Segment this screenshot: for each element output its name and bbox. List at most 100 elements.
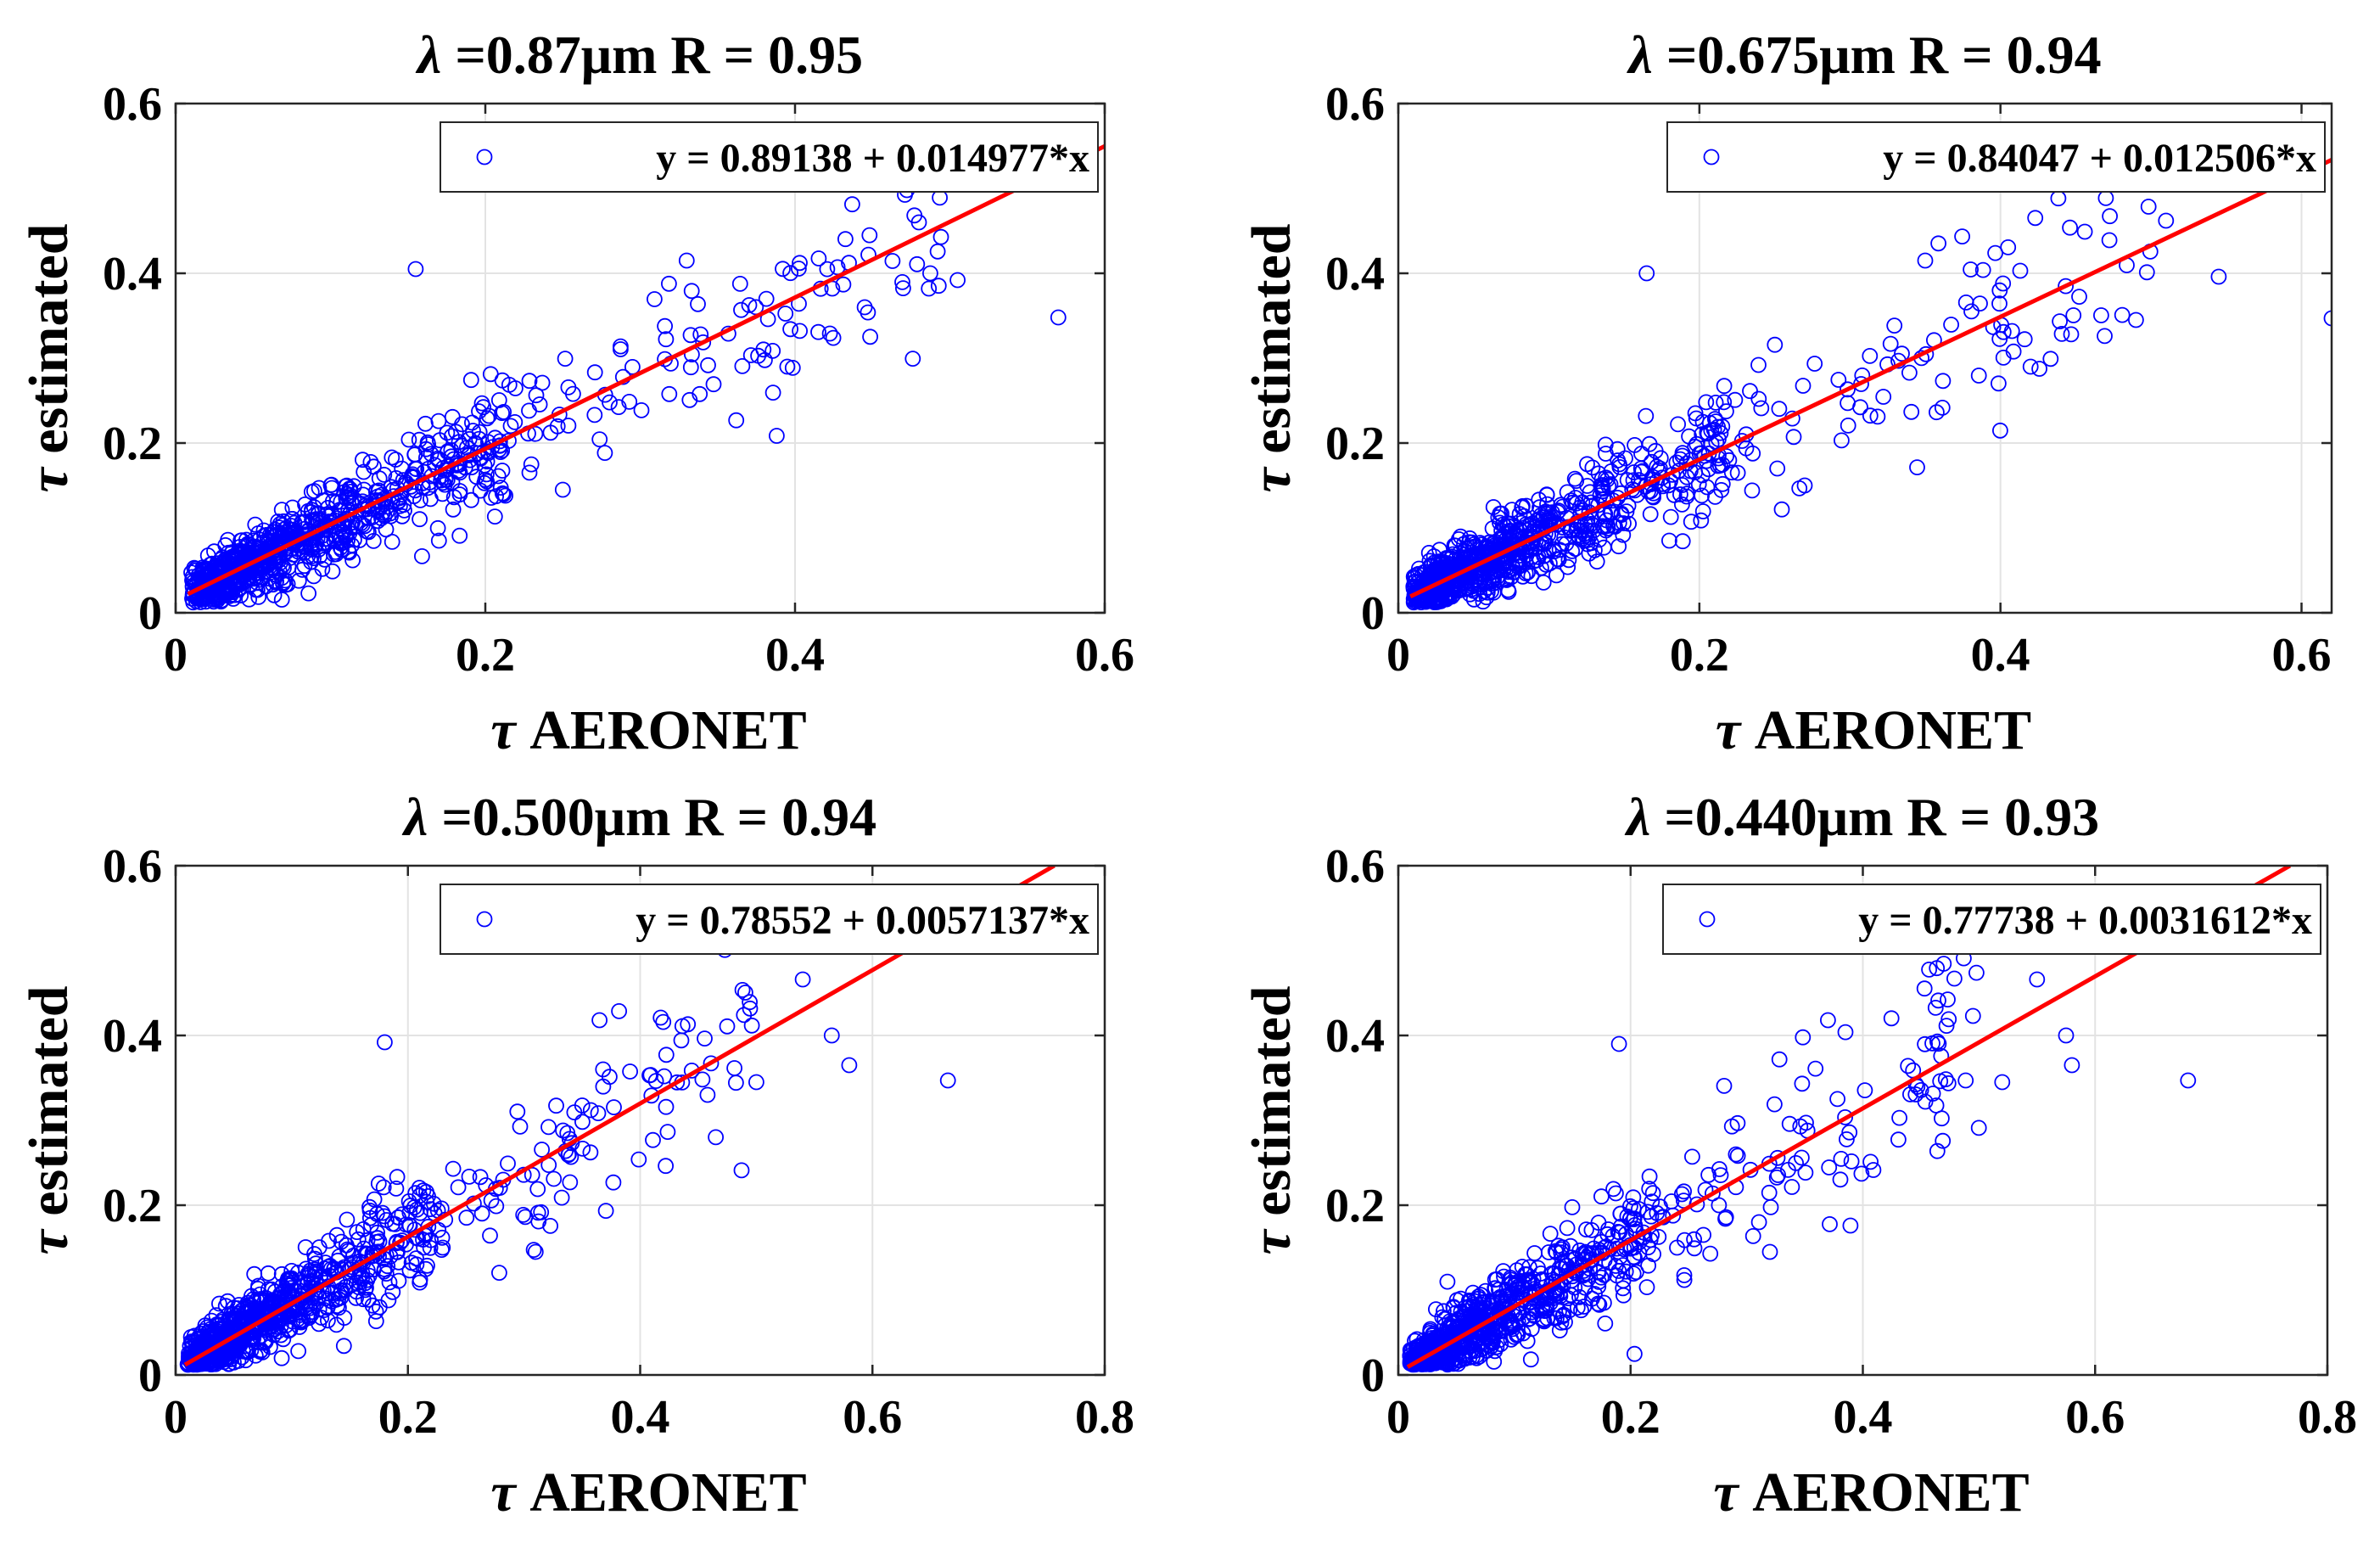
scatter-point xyxy=(602,394,618,411)
scatter-point xyxy=(436,476,453,493)
scatter-point xyxy=(339,477,356,494)
scatter-point xyxy=(1481,561,1498,578)
scatter-point xyxy=(273,1349,290,1366)
scatter-point-outlier xyxy=(841,1057,858,1074)
scatter-point xyxy=(1762,1199,1779,1215)
scatter-point xyxy=(389,1233,406,1250)
scatter-point xyxy=(208,1338,225,1355)
scatter-point xyxy=(1683,513,1700,530)
scatter-point xyxy=(1662,508,1679,525)
scatter-point xyxy=(1970,1119,1987,1136)
scatter-point xyxy=(694,1071,711,1088)
scatter-point xyxy=(1912,1082,1929,1098)
scatter-point xyxy=(215,1311,231,1328)
scatter-point xyxy=(586,364,603,381)
scatter-point xyxy=(464,414,480,431)
scatter-point xyxy=(238,1303,255,1320)
scatter-point xyxy=(1940,991,1956,1007)
x-label-text: AERONET xyxy=(1739,1462,2030,1523)
scatter-point xyxy=(342,1277,359,1294)
scatter-point xyxy=(2138,264,2155,281)
scatter-point xyxy=(606,1099,622,1115)
scatter-point xyxy=(1612,1205,1629,1222)
scatter-point xyxy=(560,418,577,434)
scatter-point xyxy=(1420,545,1437,561)
scatter-point xyxy=(810,323,826,340)
scatter-point xyxy=(1702,1245,1719,1262)
scatter-point xyxy=(1594,477,1610,493)
scatter-point-outlier xyxy=(2323,310,2332,327)
scatter-point xyxy=(198,593,215,610)
scatter-point xyxy=(232,542,249,559)
scatter-point xyxy=(844,196,860,213)
scatter-point xyxy=(1436,1303,1452,1320)
scatter-point xyxy=(2114,306,2131,323)
axes-box xyxy=(174,102,1106,614)
y-label-symbol: τ xyxy=(18,1229,80,1255)
scatter-point xyxy=(354,516,371,533)
x-axis-label: τ AERONET xyxy=(1713,1462,2029,1523)
scatter-point xyxy=(728,1074,744,1091)
scatter-point xyxy=(697,1030,713,1046)
scatter-point xyxy=(682,327,699,344)
legend: y = 0.78552 + 0.0057137*x xyxy=(440,884,1099,955)
scatter-point xyxy=(240,556,257,573)
x-label-text: AERONET xyxy=(516,699,807,761)
scatter-point xyxy=(1616,515,1632,531)
scatter-point xyxy=(633,401,650,418)
scatter-point xyxy=(249,1334,266,1350)
scatter-point-outlier xyxy=(1638,265,1655,282)
x-tick-label: 0 xyxy=(164,629,188,682)
scatter-point xyxy=(1627,1249,1643,1266)
x-tick-label: 0 xyxy=(1386,629,1410,682)
scatter-point xyxy=(1531,491,1548,508)
scatter-point xyxy=(275,575,292,591)
scatter-point xyxy=(461,1169,478,1185)
scatter-point-outlier xyxy=(823,1027,840,1044)
scatter-point xyxy=(430,1221,447,1238)
scatter-point xyxy=(328,1316,344,1333)
scatter-point xyxy=(1690,476,1707,492)
scatter-point xyxy=(1571,1243,1588,1259)
scatter-point xyxy=(1744,482,1761,499)
title-text: =0.440μm R = 0.93 xyxy=(1650,787,2099,847)
scatter-point xyxy=(253,1342,270,1359)
scatter-point xyxy=(473,395,490,412)
scatter-point xyxy=(1535,1312,1551,1329)
scatter-point xyxy=(1576,1299,1593,1315)
scatter-point xyxy=(591,431,608,447)
scatter-point xyxy=(1475,593,1492,610)
scatter-point xyxy=(1729,464,1746,481)
scatter-point xyxy=(1963,303,1980,320)
scatter-point xyxy=(703,1055,720,1072)
scatter-point xyxy=(1532,1265,1549,1282)
scatter-point xyxy=(525,1242,542,1258)
scatter-point xyxy=(1452,545,1468,561)
scatter-point xyxy=(764,384,781,401)
scatter-point xyxy=(1929,1142,1946,1159)
scatter-point xyxy=(341,480,358,497)
scatter-point xyxy=(909,255,926,272)
x-tick-label: 0.4 xyxy=(765,629,825,682)
scatter-point xyxy=(389,1169,406,1186)
scatter-point xyxy=(1862,1153,1879,1170)
scatter-point xyxy=(741,297,758,313)
scatter-point xyxy=(1833,432,1850,449)
scatter-point xyxy=(1991,422,2008,439)
scatter-point xyxy=(1407,1333,1423,1349)
scatter-point xyxy=(339,1211,356,1228)
scatter-point xyxy=(661,275,677,292)
scatter-point xyxy=(490,392,507,408)
scatter-point xyxy=(540,1119,557,1136)
scatter-point xyxy=(333,1233,350,1250)
scatter-point xyxy=(1625,472,1642,489)
scatter-points xyxy=(1402,950,2197,1373)
scatter-point xyxy=(825,329,842,346)
scatter-point xyxy=(1935,373,1952,390)
scatter-point xyxy=(755,341,772,358)
scatter-point-outlier xyxy=(1050,309,1067,326)
scatter-point xyxy=(733,1162,750,1179)
scatter-point xyxy=(1650,1229,1667,1245)
y-label-symbol: τ xyxy=(1240,1229,1302,1255)
